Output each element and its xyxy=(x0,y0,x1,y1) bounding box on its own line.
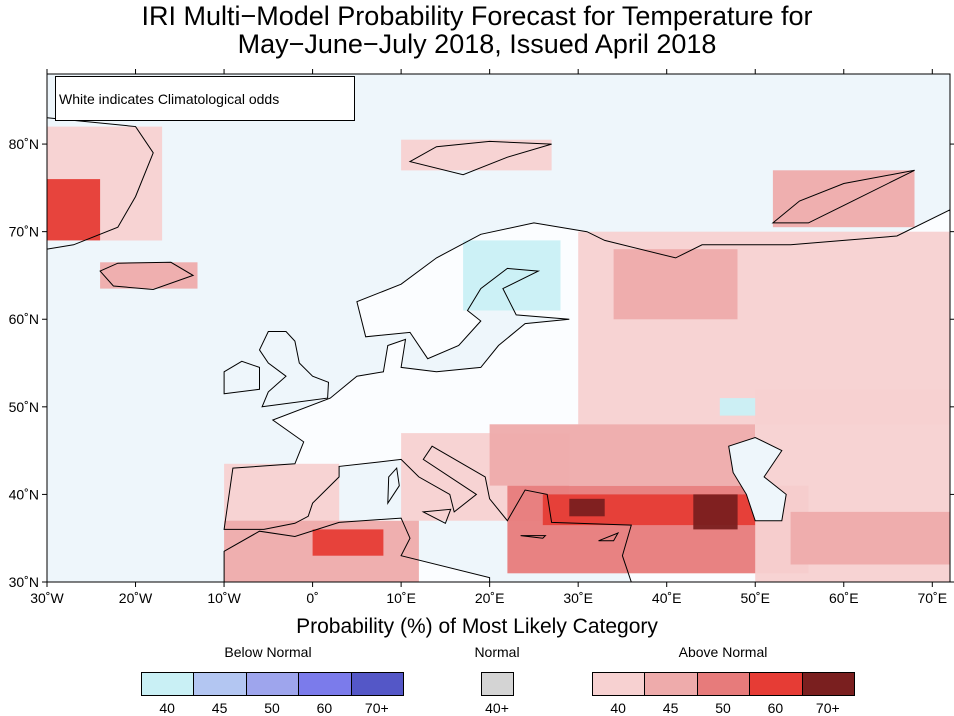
forecast-regions xyxy=(47,126,950,582)
greenland-coastline xyxy=(47,117,154,250)
lon-tick-label: 20˚E xyxy=(475,590,505,606)
legend-swatch-label: 50 xyxy=(715,700,731,716)
europe-coastline xyxy=(223,209,950,582)
forecast-region xyxy=(569,498,605,517)
forecast-region xyxy=(693,494,738,530)
lon-tick-label: 30˚W xyxy=(30,590,64,606)
legend-group-label: Above Normal xyxy=(678,644,768,660)
map-title-line-2: May−June−July 2018, Issued April 2018 xyxy=(237,29,717,59)
lon-tick-label: 60˚E xyxy=(829,590,859,606)
crete-coastline xyxy=(520,535,547,539)
legend-swatch-label: 70+ xyxy=(364,700,389,716)
legend-swatch xyxy=(350,672,404,696)
forecast-region xyxy=(489,424,756,486)
map-frame xyxy=(46,73,951,583)
forecast-region xyxy=(463,240,561,311)
caspian-sea xyxy=(728,436,787,522)
britain-coastline xyxy=(258,331,330,408)
legend-title: Probability (%) of Most Likely Category xyxy=(296,615,658,638)
forecast-region xyxy=(613,249,738,320)
legend-swatch-label: 50 xyxy=(264,700,280,716)
forecast-region xyxy=(312,529,384,556)
legend-swatch-label: 40+ xyxy=(485,700,509,716)
cyprus-coastline xyxy=(598,532,620,542)
coastlines xyxy=(47,117,950,582)
climatological-odds-note: White indicates Climatological odds xyxy=(55,76,355,121)
legend-swatch xyxy=(481,672,514,696)
lat-tick-label: 30˚N xyxy=(9,574,39,590)
legend-swatch xyxy=(141,672,195,696)
lat-tick-label: 70˚N xyxy=(9,224,39,240)
legend-group-label: Normal xyxy=(474,644,520,660)
forecast-region xyxy=(47,179,101,241)
forecast-region xyxy=(772,170,915,228)
lon-tick-label: 10˚E xyxy=(386,590,416,606)
lat-tick-label: 50˚N xyxy=(9,399,39,415)
sardinia-corsica-coastline xyxy=(387,466,400,505)
legend-swatch xyxy=(193,672,247,696)
forecast-region xyxy=(100,262,198,289)
forecast-region xyxy=(790,511,950,565)
lat-tick-label: 80˚N xyxy=(9,136,39,152)
ireland-coastline xyxy=(223,360,260,395)
lon-tick-label: 20˚W xyxy=(119,590,153,606)
legend-swatch-label: 45 xyxy=(211,700,228,716)
lat-tick-label: 40˚N xyxy=(9,486,39,502)
lon-tick-label: 70˚E xyxy=(918,590,948,606)
forecast-region xyxy=(719,398,756,416)
forecast-region xyxy=(224,463,340,530)
lon-tick-label: 10˚W xyxy=(207,590,241,606)
legend-swatch-label: 60 xyxy=(767,700,784,716)
legend-swatch-label: 45 xyxy=(662,700,679,716)
lon-tick-label: 0˚ xyxy=(306,590,318,606)
iceland-coastline xyxy=(99,261,195,291)
legend-swatch xyxy=(592,672,646,696)
lon-tick-label: 50˚E xyxy=(740,590,770,606)
legend-swatch-label: 70+ xyxy=(815,700,840,716)
legend-swatch xyxy=(696,672,751,696)
novaya-zemlya-coastline xyxy=(771,169,915,224)
legend-swatch xyxy=(801,672,855,696)
legend-swatch-label: 40 xyxy=(610,700,626,716)
svalbard-coastline xyxy=(408,140,552,176)
legend-swatch xyxy=(298,672,352,696)
legend-swatch-label: 40 xyxy=(159,700,175,716)
legend-swatch xyxy=(749,672,803,696)
legend-swatch-label: 60 xyxy=(316,700,333,716)
lat-tick-label: 60˚N xyxy=(9,311,39,327)
legend-group-label: Below Normal xyxy=(224,644,312,660)
lon-tick-label: 30˚E xyxy=(563,590,593,606)
map-title-line-1: IRI Multi−Model Probability Forecast for… xyxy=(141,1,813,31)
legend-swatch xyxy=(644,672,698,696)
lon-tick-label: 40˚E xyxy=(652,590,682,606)
north-africa-coastline xyxy=(223,517,491,582)
legend-swatch xyxy=(245,672,300,696)
sicily-coastline xyxy=(421,508,452,525)
